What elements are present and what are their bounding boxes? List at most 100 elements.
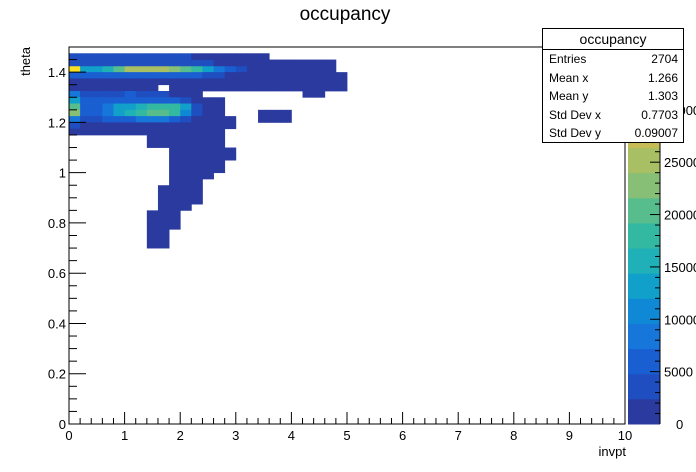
- x-tick-label: 4: [288, 428, 295, 443]
- stats-row-mean-x: Mean x 1.266: [543, 69, 683, 88]
- heatmap-cell: [235, 84, 248, 92]
- stats-row-entries: Entries 2704: [543, 50, 683, 69]
- heatmap-cell: [135, 122, 148, 130]
- heatmap-cell: [246, 72, 259, 79]
- heatmap-cell: [113, 97, 125, 104]
- heatmap-cell: [291, 84, 303, 92]
- heatmap-cell: [124, 97, 137, 104]
- heatmap-cell: [69, 78, 81, 86]
- heatmap-cell: [202, 128, 214, 136]
- heatmap-cell: [280, 78, 292, 86]
- heatmap-cell: [69, 128, 81, 136]
- heatmap-cell: [191, 109, 203, 117]
- heatmap-cell: [180, 109, 192, 117]
- heatmap-cell: [157, 65, 170, 73]
- heatmap-cell: [157, 72, 170, 79]
- heatmap-cell: [313, 90, 326, 98]
- heatmap-cell: [124, 59, 137, 67]
- heatmap-cell: [91, 65, 103, 73]
- heatmap-cell: [291, 72, 303, 79]
- heatmap-cell: [180, 90, 192, 98]
- heatmap-cell: [102, 78, 114, 86]
- heatmap-cell: [146, 72, 159, 79]
- heatmap-cell: [157, 59, 170, 67]
- heatmap-cell: [169, 166, 181, 174]
- x-tick-label: 3: [232, 428, 239, 443]
- heatmap-cell: [124, 122, 137, 130]
- heatmap-cell: [91, 53, 103, 60]
- heatmap-cell: [313, 72, 326, 79]
- heatmap-cell: [113, 90, 125, 98]
- stats-value: 0.09007: [634, 126, 678, 140]
- heatmap-cell: [213, 134, 226, 142]
- heatmap-cell: [91, 109, 103, 117]
- heatmap-cell: [169, 128, 181, 136]
- heatmap-cell: [224, 84, 237, 92]
- heatmap-cell: [224, 78, 237, 86]
- heatmap-cell: [324, 78, 337, 86]
- heatmap-cell: [169, 185, 181, 192]
- heatmap-cell: [91, 122, 103, 130]
- stats-value: 0.7703: [641, 107, 678, 122]
- heatmap-cell: [180, 78, 192, 86]
- heatmap-cell: [124, 109, 137, 117]
- heatmap-cell: [180, 153, 192, 161]
- heatmap-cell: [157, 109, 170, 117]
- heatmap-cell: [157, 185, 170, 192]
- heatmap-cell: [258, 53, 270, 60]
- heatmap-cell: [202, 160, 214, 167]
- heatmap-cell: [146, 97, 159, 104]
- heatmap-cell: [169, 134, 181, 142]
- heatmap-cell: [157, 128, 170, 136]
- heatmap-cell: [191, 90, 203, 98]
- heatmap-cell: [169, 197, 181, 205]
- heatmap-cell: [202, 97, 214, 104]
- heatmap-cell: [313, 84, 326, 92]
- heatmap-cell: [135, 116, 148, 123]
- heatmap-cell: [213, 166, 226, 174]
- heatmap-cell: [191, 178, 203, 186]
- heatmap-cell: [180, 172, 192, 180]
- heatmap-cell: [69, 97, 81, 104]
- heatmap-cell: [169, 84, 181, 92]
- heatmap-cell: [169, 109, 181, 117]
- heatmap-cell: [169, 59, 181, 67]
- heatmap-cell: [157, 222, 170, 230]
- heatmap-cell: [146, 128, 159, 136]
- heatmap-cell: [202, 166, 214, 174]
- colorbar-segment: [628, 248, 660, 274]
- heatmap-cell: [213, 160, 226, 167]
- heatmap-cell: [224, 72, 237, 79]
- heatmap-cell: [191, 103, 203, 111]
- heatmap-cell: [180, 185, 192, 192]
- heatmap-cell: [280, 116, 292, 123]
- stats-row-mean-y: Mean y 1.303: [543, 87, 683, 106]
- heatmap-cell: [269, 59, 281, 67]
- heatmap-cell: [313, 65, 326, 73]
- heatmap-cell: [157, 197, 170, 205]
- heatmap-cell: [80, 103, 92, 111]
- y-tick-label: 1.2: [48, 115, 66, 130]
- heatmap-cell: [169, 97, 181, 104]
- heatmap-cell: [146, 141, 159, 148]
- heatmap-cell: [146, 235, 159, 243]
- heatmap-cell: [69, 72, 81, 79]
- heatmap-cell: [157, 90, 170, 98]
- heatmap-cell: [335, 84, 348, 92]
- heatmap-cell: [124, 65, 137, 73]
- heatmap-cell: [202, 78, 214, 86]
- heatmap-cell: [169, 72, 181, 79]
- y-tick-label: 1: [59, 166, 66, 181]
- heatmap-cell: [146, 53, 159, 60]
- heatmap-cell: [157, 116, 170, 123]
- heatmap-cell: [157, 78, 170, 86]
- heatmap-cell: [80, 84, 92, 92]
- y-tick-label: 1.4: [48, 65, 66, 80]
- heatmap-cell: [191, 84, 203, 92]
- heatmap-cell: [146, 109, 159, 117]
- heatmap-cell: [124, 78, 137, 86]
- heatmap-cell: [69, 84, 81, 92]
- x-tick-label: 0: [65, 428, 72, 443]
- heatmap-cell: [113, 59, 125, 67]
- stats-label: Std Dev y: [549, 126, 602, 140]
